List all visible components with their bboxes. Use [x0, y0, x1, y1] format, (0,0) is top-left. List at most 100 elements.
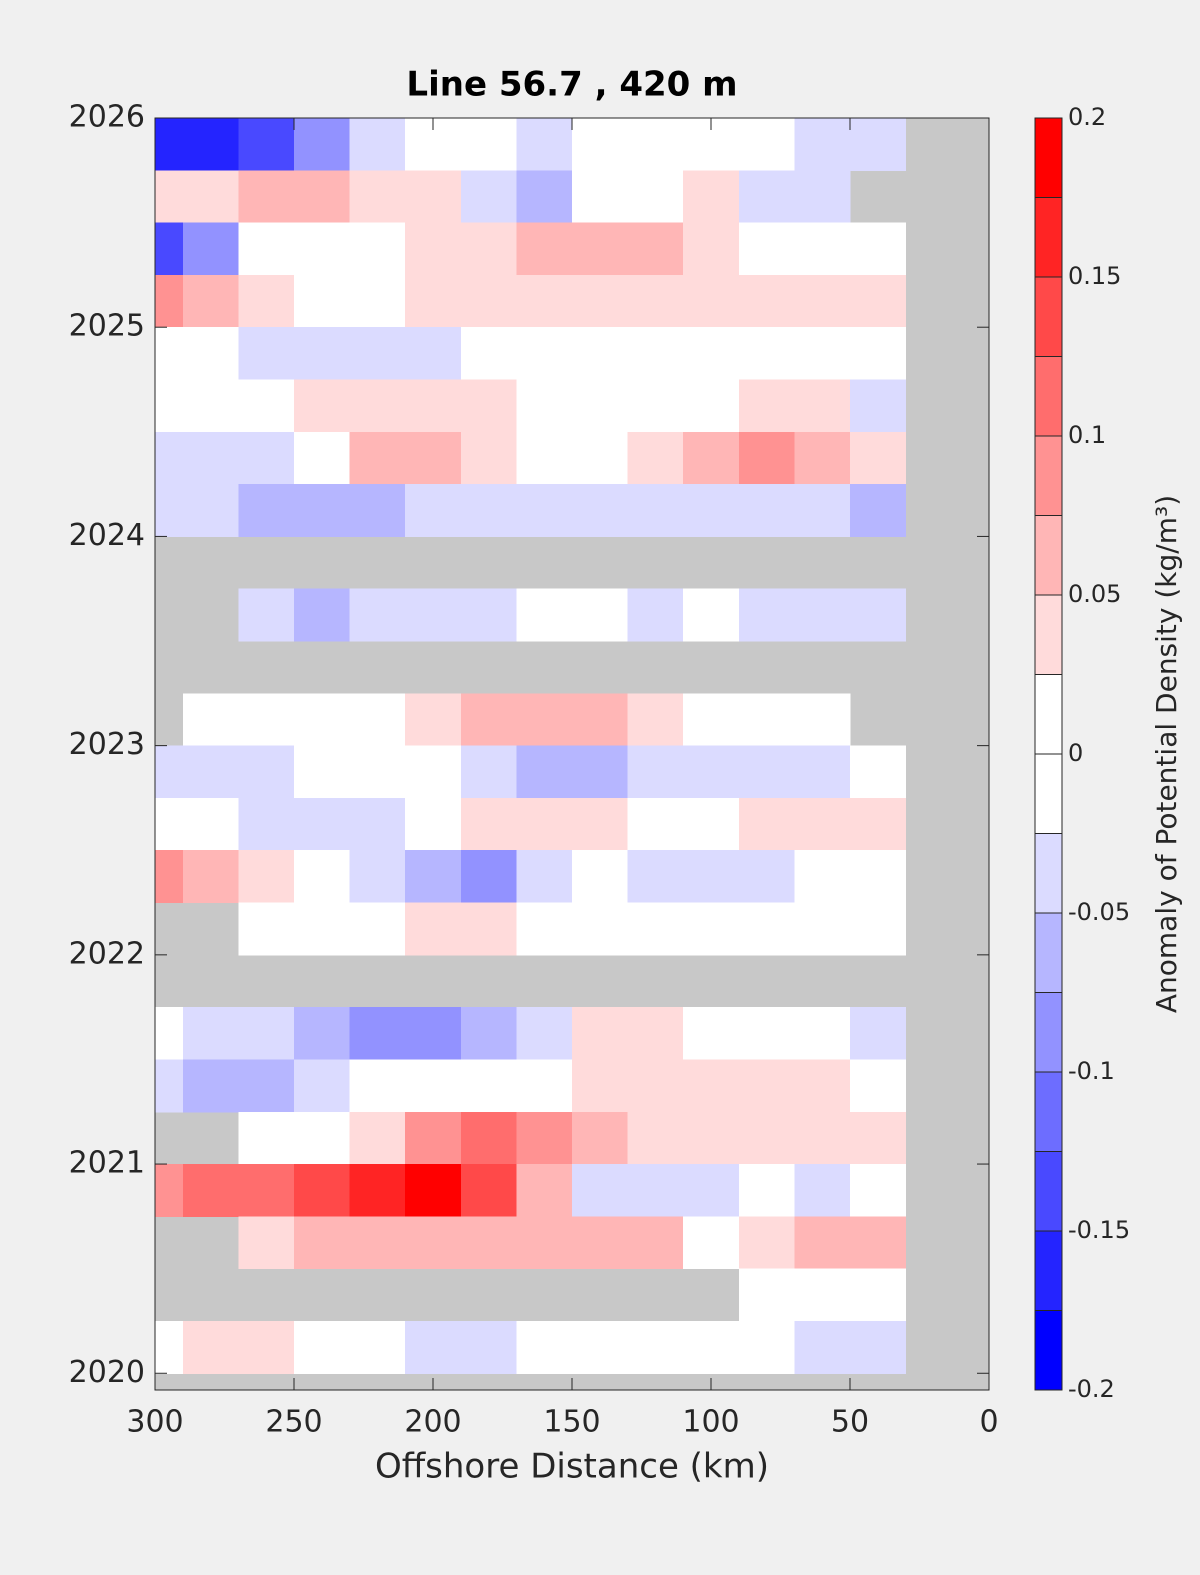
contour-cell — [294, 1320, 351, 1374]
contour-cell — [627, 588, 684, 642]
contour-cell — [182, 1007, 239, 1060]
contour-cell — [572, 484, 629, 537]
contour-cell — [182, 274, 239, 328]
contour-cell — [683, 327, 740, 381]
contour-cell — [238, 1059, 295, 1113]
contour-cell — [850, 1216, 907, 1270]
contour-cell — [572, 170, 629, 224]
contour-cell — [238, 484, 295, 537]
contour-cell — [850, 431, 907, 485]
colorbar-tick-label: -0.1 — [1068, 1057, 1115, 1085]
colorbar-band — [1035, 833, 1062, 914]
contour-cell — [794, 1164, 851, 1217]
contour-cell — [627, 1059, 684, 1113]
contour-cell — [182, 693, 239, 747]
colorbar-band — [1035, 1072, 1062, 1152]
contour-cell — [182, 431, 239, 485]
contour-cell — [516, 327, 573, 381]
contour-cell — [572, 222, 629, 276]
contour-cell — [850, 902, 907, 956]
contour-cell — [182, 222, 239, 276]
contour-cell — [294, 693, 351, 747]
contour-cell — [738, 902, 795, 956]
contour-cell — [794, 745, 851, 799]
contour-cell — [516, 1216, 573, 1270]
contour-cell — [294, 484, 351, 537]
contour-cell — [794, 274, 851, 328]
contour-cell — [738, 274, 795, 328]
contour-cell — [738, 170, 795, 224]
contour-cell — [349, 1059, 406, 1113]
contour-cell — [460, 1164, 517, 1217]
contour-cell — [627, 693, 684, 747]
contour-cell — [516, 484, 573, 537]
colorbar-band — [1035, 356, 1062, 437]
contour-cell — [294, 1164, 351, 1217]
contour-cell — [572, 902, 629, 956]
contour-cell — [349, 588, 406, 642]
contour-cell — [516, 1111, 573, 1165]
contour-cell — [627, 484, 684, 537]
contour-cell — [349, 431, 406, 485]
contour-cell — [349, 693, 406, 747]
contour-cell — [572, 693, 629, 747]
contour-cell — [683, 588, 740, 642]
contour-cell — [238, 1111, 295, 1165]
x-tick-label: 150 — [543, 1405, 600, 1440]
contour-cell — [794, 484, 851, 537]
colorbar-band — [1035, 197, 1062, 278]
contour-cell — [405, 1111, 462, 1165]
contour-cell — [794, 1059, 851, 1113]
contour-cell — [516, 797, 573, 851]
contour-cell — [738, 1111, 795, 1165]
contour-cell — [850, 118, 907, 171]
colorbar-band — [1035, 118, 1062, 198]
contour-cell — [294, 274, 351, 328]
contour-cell — [738, 1007, 795, 1060]
contour-cell — [349, 745, 406, 799]
contour-cell — [460, 484, 517, 537]
x-tick-label: 300 — [126, 1405, 183, 1440]
contour-cell — [238, 431, 295, 485]
contour-cell — [850, 850, 907, 904]
contour-cell — [738, 1268, 795, 1322]
contour-cell — [182, 170, 239, 224]
contour-cell — [683, 797, 740, 851]
contour-cell — [405, 693, 462, 747]
contour-cell — [155, 850, 184, 904]
contour-cell — [460, 1320, 517, 1374]
contour-cell — [738, 1059, 795, 1113]
contour-cell — [238, 902, 295, 956]
contour-cell — [738, 484, 795, 537]
contour-cell — [405, 379, 462, 433]
contour-cell — [683, 1216, 740, 1270]
contour-cell — [349, 327, 406, 381]
contour-cell — [460, 1111, 517, 1165]
colorbar-band — [1035, 515, 1062, 596]
contour-cell — [182, 118, 239, 171]
contour-cell — [405, 222, 462, 276]
contour-cell — [294, 379, 351, 433]
contour-cell — [238, 797, 295, 851]
contour-cell — [182, 850, 239, 904]
colorbar-band — [1035, 595, 1062, 675]
contour-cell — [572, 1216, 629, 1270]
contour-cell — [349, 1007, 406, 1060]
contour-cell — [405, 588, 462, 642]
contour-cell — [238, 1320, 295, 1374]
y-tick-label: 2021 — [69, 1146, 145, 1181]
colorbar-band — [1035, 1231, 1062, 1311]
contour-cell — [516, 745, 573, 799]
contour-cell — [294, 170, 351, 224]
chart-title: Line 56.7 , 420 m — [406, 65, 737, 105]
contour-cell — [516, 693, 573, 747]
contour-cell — [238, 118, 295, 171]
contour-cell — [155, 379, 184, 433]
contour-cell — [572, 1007, 629, 1060]
contour-cell — [738, 745, 795, 799]
contour-cell — [155, 274, 184, 328]
contour-cell — [794, 797, 851, 851]
contour-cell — [294, 1111, 351, 1165]
contour-cell — [294, 1216, 351, 1270]
